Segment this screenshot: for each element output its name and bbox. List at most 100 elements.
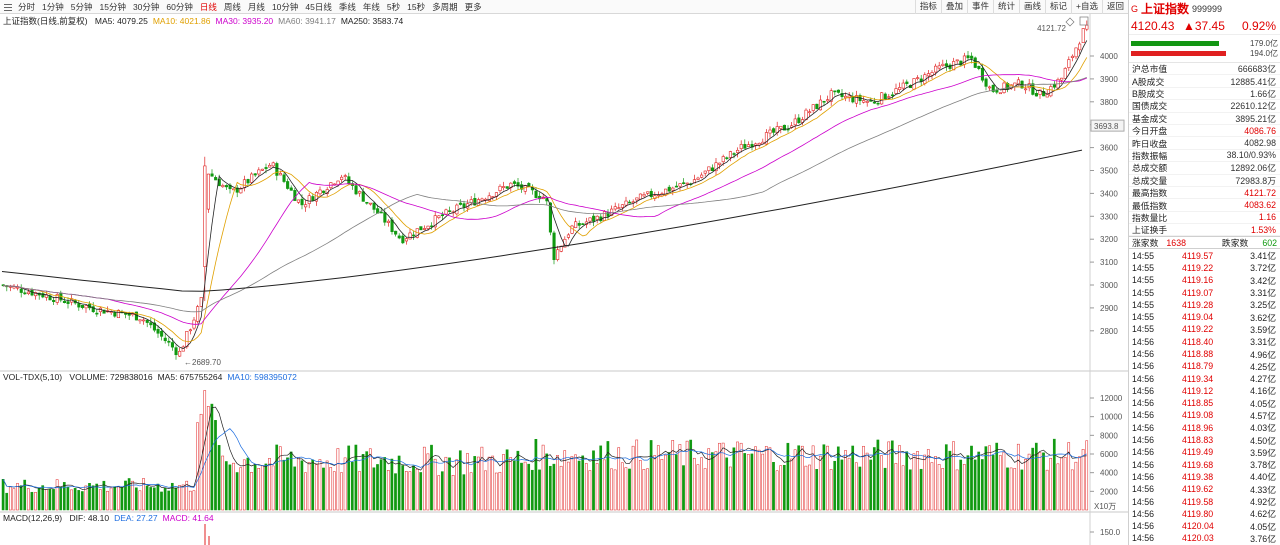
volume-bar [394,473,397,511]
volume-bar [199,413,203,511]
tool-button[interactable]: 事件 [966,0,993,14]
volume-bar [538,469,541,511]
candle-body [1042,91,1046,97]
candle-body [1078,43,1082,51]
period-tab[interactable]: 更多 [464,1,482,12]
candle-body [581,223,585,226]
volume-bar [1042,452,1045,511]
volume-bar [606,441,610,511]
tick-time: 14:56 [1132,336,1155,347]
tool-button[interactable]: 返回 [1101,0,1128,14]
decline-count: 602 [1262,237,1277,248]
period-tab[interactable]: 5秒 [386,1,401,12]
candle-body [955,59,959,62]
volume-bar [955,469,959,511]
tool-button[interactable]: 指标 [914,0,941,14]
volume-bar [48,488,52,511]
candle-body [926,73,931,77]
candle-body [566,234,571,238]
volume-bar [41,485,45,511]
tick-list[interactable]: 14:55 4119.57 3.41亿 14:55 4119.22 3.72亿 14:55 4… [1129,249,1280,544]
period-tab[interactable]: 季线 [338,1,356,12]
tick-price: 4119.28 [1182,299,1214,310]
tick-price: 4119.08 [1182,410,1214,421]
vol-axis-label: 8000 [1100,431,1118,440]
period-tab[interactable]: 分时 [18,1,36,12]
volume-bar [476,456,480,511]
volume-bar [682,465,685,511]
volume-bar [980,459,984,511]
volume-bar [408,471,412,511]
period-tab[interactable]: 60分钟 [166,1,193,12]
candle-body [138,319,142,322]
inflow-bar-green [1131,40,1219,46]
candle-body [246,179,250,184]
stat-label: 沪总市值 [1132,64,1168,75]
menu-icon[interactable] [3,2,13,12]
stat-value: 3895.21亿 [1235,113,1276,124]
candle-body [916,77,920,79]
period-tab[interactable]: 30分钟 [132,1,160,12]
kline-chart-area[interactable]: 上证指数(日线,前复权) MA5: 4079.25 MA10: 4021.86 MA… [0,14,1128,545]
tool-button[interactable]: 画线 [1018,0,1045,14]
candle-body [1081,28,1085,44]
period-tab[interactable]: 15秒 [407,1,426,12]
y-axis-label: 3000 [1100,281,1118,290]
volume-bar [584,463,588,511]
period-tab[interactable]: 1分钟 [42,1,64,12]
candle-body [998,92,1003,95]
candle-body [156,329,160,334]
candle-body [797,117,801,124]
candle-body [653,195,657,199]
volume-legend: VOLUME: 729838016 MA5: 675755264 MA10: 598… [69,372,301,382]
inflow-bar-row: 194.0亿 [1131,48,1278,58]
price-row: 4120.43 ▲37.45 0.92% [1129,17,1280,35]
volume-bar [296,457,300,511]
period-tab[interactable]: 周线 [223,1,241,12]
tick-row: 14:56 4118.96 4.03亿 [1129,422,1280,434]
volume-bar [916,451,919,511]
candle-body [534,190,538,198]
index-name[interactable]: 上证指数 [1141,2,1190,16]
volume-bar [88,483,91,511]
candle-body [502,186,506,189]
volume-bar [797,445,801,511]
stat-row: A股成交 12885.41亿 [1129,75,1280,88]
period-tab[interactable]: 10分钟 [271,1,299,12]
tool-button[interactable]: 叠加 [940,0,967,14]
period-tab[interactable]: 年线 [362,1,380,12]
tool-button[interactable]: 标记 [1045,0,1071,14]
tick-volume: 4.33亿 [1250,484,1276,495]
period-tab[interactable]: 多周期 [432,1,458,12]
tick-row: 14:55 4119.04 3.62亿 [1129,311,1280,323]
tool-button[interactable]: 统计 [992,0,1019,14]
volume-bar [106,490,109,511]
volume-bar [566,461,570,511]
period-tab[interactable]: 5分钟 [70,1,93,12]
volume-bar [844,450,847,511]
volume-bar [610,468,613,511]
period-tab[interactable]: 月线 [247,1,265,12]
volume-bar [1013,468,1017,511]
candle-body [638,193,643,200]
volume-bar [361,454,365,511]
volume-bar [343,457,347,511]
volume-bar [973,459,977,511]
period-tab[interactable]: 45日线 [305,1,332,12]
period-tab[interactable]: 15分钟 [99,1,126,12]
volume-bar [714,451,718,511]
tool-button[interactable]: +自选 [1071,0,1102,14]
stat-value: 4086.76 [1244,125,1276,136]
volume-bar [628,468,631,511]
candle-body [577,223,581,226]
legend-item: MA250: 3583.74 [340,16,404,26]
tick-row: 14:56 4118.83 4.50亿 [1129,434,1280,446]
candle-body [358,191,362,194]
volume-bar [782,464,786,511]
period-tab[interactable]: 日线 [199,1,217,12]
tick-volume: 4.05亿 [1250,398,1276,409]
tick-row: 14:55 4119.22 3.72亿 [1129,262,1280,274]
volume-bar [322,467,325,511]
tick-price: 4118.85 [1182,398,1214,409]
tick-volume: 3.59亿 [1250,324,1276,335]
